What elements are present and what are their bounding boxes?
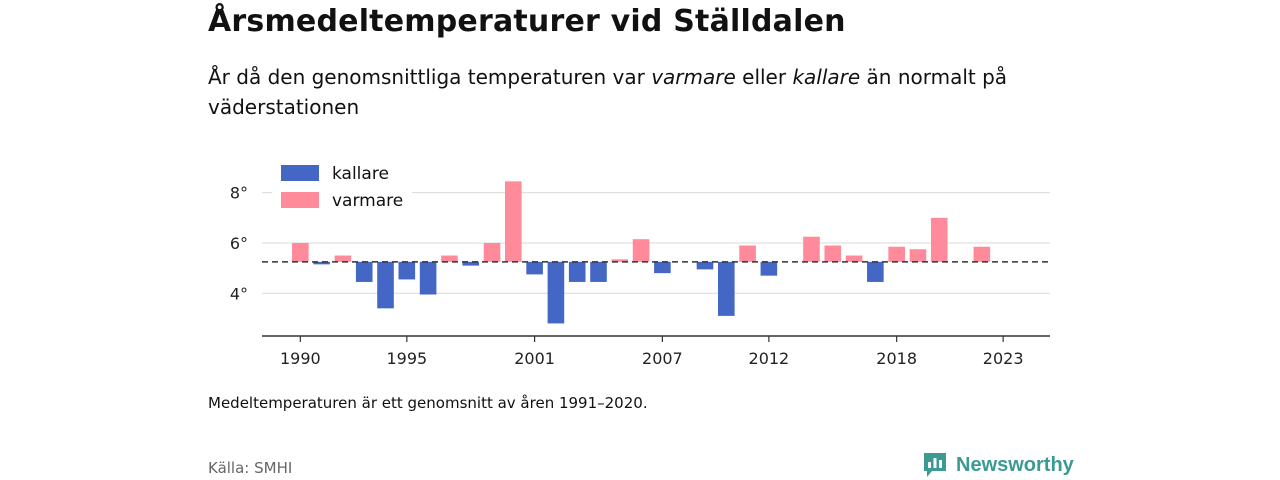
newsworthy-logo[interactable]: Newsworthy (922, 451, 1074, 479)
y-tick-label: 4° (230, 284, 248, 303)
legend-label-warmer: varmare (332, 191, 403, 211)
bar-1992 (334, 255, 352, 262)
x-tick-label: 2007 (642, 349, 683, 368)
chart-subtitle: År då den genomsnittliga temperaturen va… (208, 62, 1068, 122)
bar-2020 (930, 217, 948, 262)
bar-2001 (526, 261, 543, 275)
bar-2018 (888, 246, 905, 262)
bar-2009 (696, 261, 714, 270)
bar-2004 (590, 261, 607, 282)
brand-name: Newsworthy (956, 453, 1074, 476)
bar-2015 (824, 245, 842, 262)
y-tick-label: 6° (230, 234, 248, 253)
bar-1997 (441, 255, 458, 262)
bar-1996 (419, 261, 437, 295)
legend-swatch-colder (281, 165, 319, 181)
bar-2000 (505, 181, 522, 262)
bar-1995 (398, 261, 416, 280)
bar-2010 (717, 261, 735, 316)
bar-1998 (462, 261, 480, 266)
bar-2005 (611, 259, 629, 262)
x-tick-label: 2001 (514, 349, 555, 368)
newsworthy-logo-icon (924, 453, 946, 477)
chart-title: Årsmedeltemperaturer vid Ställdalen (208, 4, 846, 39)
x-tick-label: 2012 (749, 349, 790, 368)
bar-1990 (292, 242, 309, 262)
legend: kallare varmare (272, 160, 412, 214)
x-axis-ticks: 1990 1995 2001 2007 2012 2018 2023 (280, 336, 1024, 368)
x-tick-label: 2023 (983, 349, 1024, 368)
subtitle-emphasis-warmer: varmare (651, 65, 736, 89)
subtitle-emphasis-colder: kallare (792, 65, 861, 89)
bar-2007 (654, 261, 671, 274)
bar-2002 (547, 261, 565, 324)
x-tick-label: 2018 (876, 349, 917, 368)
chart-note: Medeltemperaturen är ett genomsnitt av å… (208, 394, 648, 412)
subtitle-text-1: År då den genomsnittliga temperaturen va… (208, 65, 652, 89)
bar-1999 (483, 242, 501, 262)
bar-2011 (739, 245, 756, 262)
bars (292, 181, 991, 324)
legend-swatch-warmer (281, 192, 319, 208)
bar-1994 (377, 261, 394, 309)
bar-2012 (760, 261, 778, 276)
y-axis-ticks: 4° 6° 8° (230, 184, 248, 304)
bar-2017 (867, 261, 884, 282)
temperature-bar-chart: 1990 1995 2001 2007 2012 2018 2023 4° 6° 8° kall… (229, 160, 1050, 368)
bar-1993 (355, 261, 373, 282)
subtitle-text-2: eller (735, 65, 793, 89)
legend-label-colder: kallare (332, 164, 389, 184)
x-tick-label: 1995 (386, 349, 427, 368)
bar-2022 (973, 246, 991, 262)
bar-2003 (568, 261, 586, 282)
x-tick-label: 1990 (280, 349, 321, 368)
bar-1991 (313, 261, 330, 265)
subtitle-text-3: än normalt på väderstationen (208, 65, 1008, 119)
bar-2006 (632, 239, 650, 262)
bar-2014 (803, 236, 820, 262)
y-tick-label: 8° (230, 184, 248, 203)
bar-2019 (909, 249, 927, 262)
bar-2016 (845, 255, 863, 262)
source-label: Källa: SMHI (208, 459, 293, 477)
